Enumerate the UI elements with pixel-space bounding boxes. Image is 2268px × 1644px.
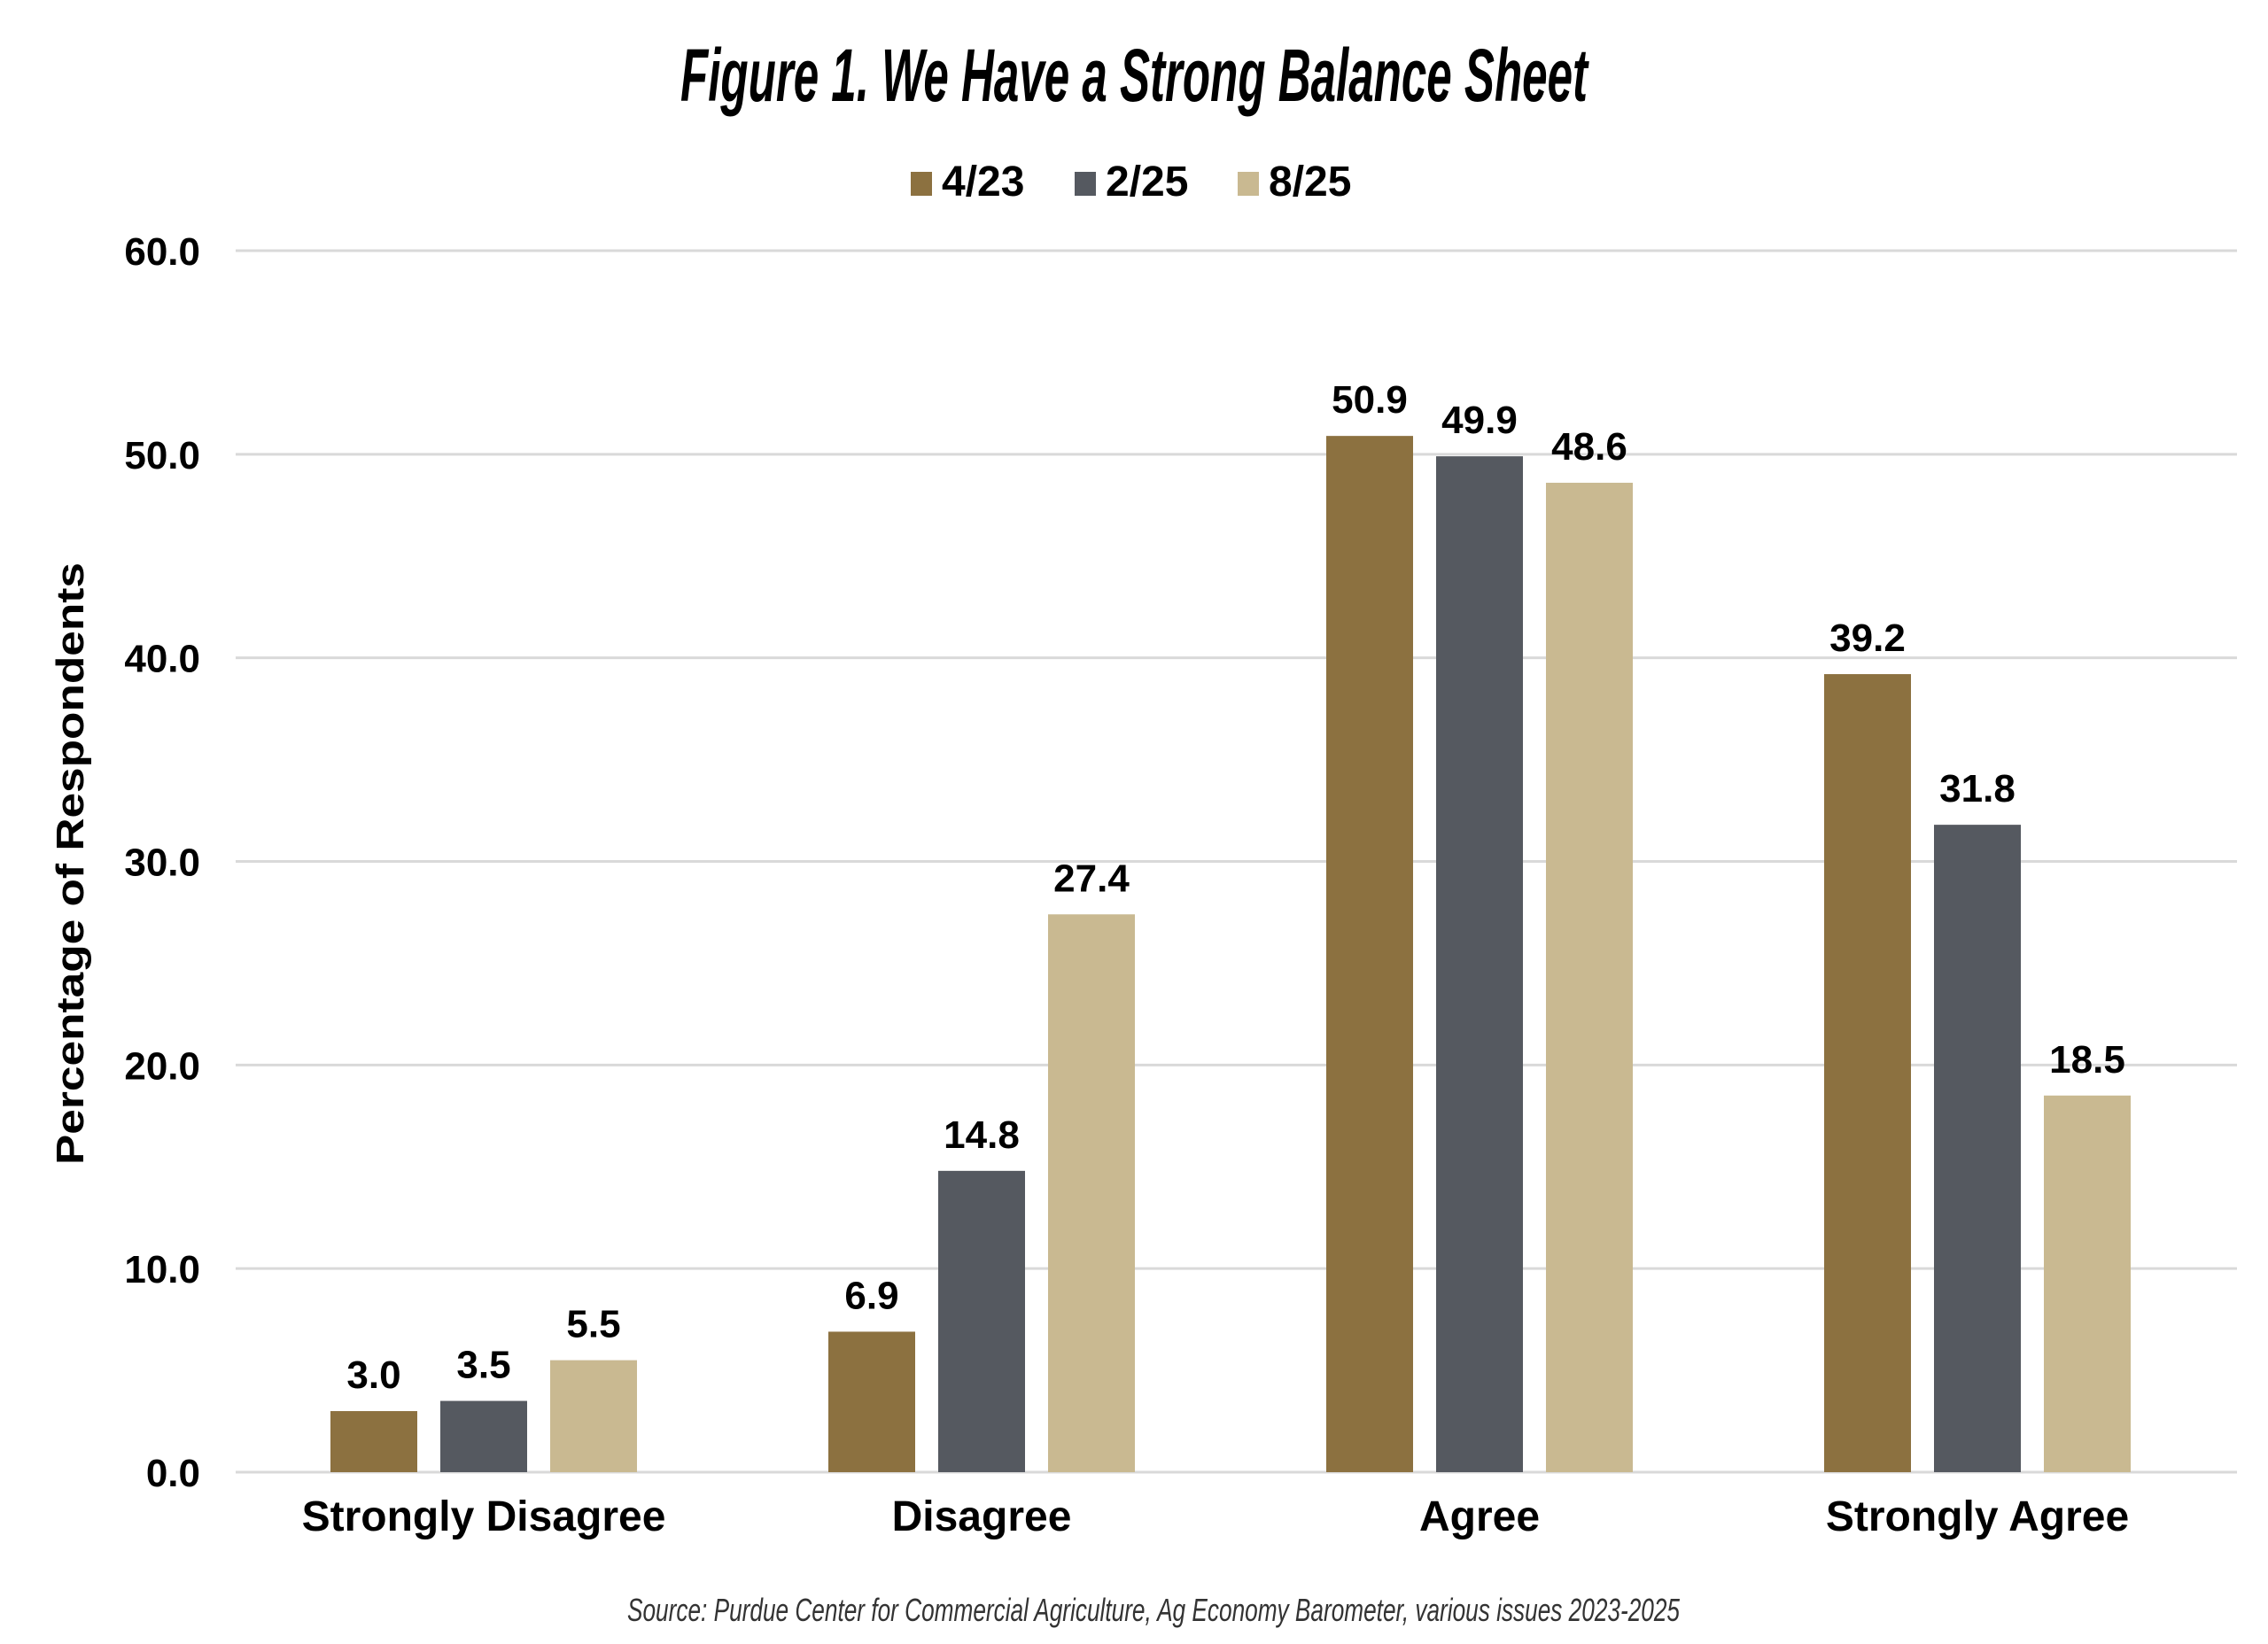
bar-2-25-agree — [1436, 456, 1523, 1473]
legend-label: 4/23 — [942, 159, 1024, 206]
gridlines — [236, 249, 2237, 1474]
bar-4-23-strongly-agree — [1824, 674, 1911, 1472]
legend-label: 2/25 — [1106, 159, 1188, 206]
legend-swatch — [911, 172, 932, 196]
data-label: 6.9 — [844, 1274, 898, 1317]
x-tick-label: Agree — [1419, 1493, 1540, 1540]
bar-2-25-strongly-agree — [1934, 825, 2021, 1472]
chart-title: Figure 1. We Have a Strong Balance Sheet — [680, 34, 1589, 117]
data-label: 14.8 — [944, 1113, 1020, 1157]
data-label: 50.9 — [1332, 378, 1408, 422]
bars — [330, 436, 2131, 1473]
data-label: 27.4 — [1053, 857, 1130, 900]
bar-8-25-disagree — [1048, 914, 1135, 1472]
legend: 4/23 2/25 8/25 — [911, 159, 1351, 206]
y-tick-label: 10.0 — [124, 1248, 200, 1291]
source-note: Source: Purdue Center for Commercial Agr… — [627, 1592, 1681, 1628]
y-tick-label: 50.0 — [124, 434, 200, 477]
bar-2-25-disagree — [938, 1170, 1025, 1472]
y-axis-label: Percentage of Respondents — [49, 562, 92, 1165]
legend-swatch — [1238, 172, 1259, 196]
data-label: 18.5 — [2049, 1038, 2125, 1082]
data-label: 39.2 — [1829, 616, 1906, 660]
data-label: 48.6 — [1551, 425, 1627, 469]
y-tick-label: 20.0 — [124, 1044, 200, 1088]
data-label: 5.5 — [566, 1303, 620, 1346]
data-labels: 3.0 3.5 5.5 6.9 14.8 27.4 50.9 49.9 48.6 39.2 31.8… — [346, 378, 2124, 1397]
y-tick-label: 60.0 — [124, 230, 200, 274]
y-tick-label: 40.0 — [124, 638, 200, 681]
bar-8-25-strongly-disagree — [550, 1360, 637, 1472]
data-label: 3.5 — [456, 1344, 510, 1387]
bar-8-25-agree — [1546, 483, 1633, 1472]
legend-swatch — [1075, 172, 1096, 196]
bar-8-25-strongly-agree — [2044, 1095, 2131, 1472]
bar-4-23-disagree — [828, 1331, 915, 1472]
y-tick-label: 0.0 — [146, 1452, 200, 1495]
bar-2-25-strongly-disagree — [440, 1400, 527, 1472]
y-tick-label: 30.0 — [124, 841, 200, 885]
legend-label: 8/25 — [1269, 159, 1351, 206]
bar-4-23-agree — [1326, 436, 1413, 1473]
x-tick-label: Disagree — [892, 1493, 1072, 1540]
data-label: 3.0 — [346, 1353, 400, 1397]
x-tick-label: Strongly Agree — [1826, 1493, 2129, 1540]
x-axis-ticks: Strongly Disagree Disagree Agree Strongly A… — [302, 1493, 2130, 1540]
data-label: 49.9 — [1441, 399, 1518, 442]
y-axis-ticks: 0.0 10.0 20.0 30.0 40.0 50.0 60.0 — [124, 230, 200, 1495]
x-tick-label: Strongly Disagree — [302, 1493, 666, 1540]
data-label: 31.8 — [1939, 767, 2016, 810]
bar-4-23-strongly-disagree — [330, 1411, 417, 1472]
